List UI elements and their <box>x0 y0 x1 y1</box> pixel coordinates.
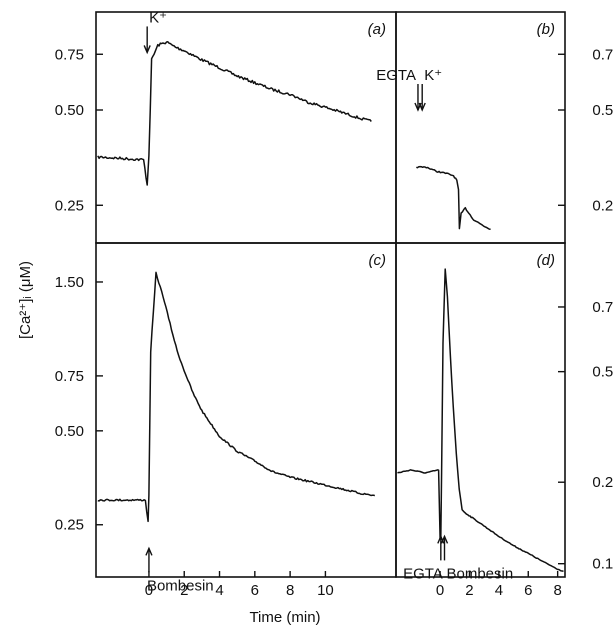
y-tick-label-c-0: 0.25 <box>55 517 84 534</box>
annotation-label-d-1: Bombesin <box>446 565 513 582</box>
y-tick-label-a-1: 0.50 <box>55 102 84 119</box>
y-tick-label-a-2: 0.75 <box>55 46 84 63</box>
panel-label-b: (b) <box>537 21 555 38</box>
panel-label-a: (a) <box>368 21 386 38</box>
x-tick-label-d-0: 0 <box>436 582 444 599</box>
data-traces <box>97 41 564 573</box>
annotation-label-b-1: K⁺ <box>424 67 442 84</box>
y-tick-label-b-1: 0.50 <box>592 102 613 119</box>
annotation-label-d-0: EGTA <box>403 565 443 582</box>
trace-d-0 <box>397 268 564 573</box>
panel-frame-d <box>395 242 566 578</box>
x-tick-label-c-2: 4 <box>215 582 223 599</box>
y-tick-label-c-3: 1.50 <box>55 274 84 291</box>
annotation-b-0: EGTA <box>376 67 422 112</box>
y-axis-title: [Ca²⁺]ᵢ (μM) <box>17 261 34 339</box>
y-tick-label-a-0: 0.25 <box>55 197 84 214</box>
panel-frame-b <box>395 11 566 244</box>
x-tick-label-c-4: 8 <box>286 582 294 599</box>
y-tick-label-d-2: 0.50 <box>592 364 613 381</box>
panel-frame-c <box>95 242 397 578</box>
trace-b-0 <box>416 165 491 230</box>
panel-label-c: (c) <box>369 252 387 269</box>
axis-ticks: 0.25 0.50 0.75 0.25 0.50 0.75 0.25 0.50 0.75 1.50… <box>55 46 613 599</box>
x-tick-label-c-5: 10 <box>317 582 334 599</box>
x-tick-label-c-1: 2 <box>180 582 188 599</box>
trace-c-0 <box>97 271 376 523</box>
trace-a-0 <box>97 41 372 186</box>
x-tick-label-c-3: 6 <box>251 582 259 599</box>
x-tick-label-d-4: 8 <box>553 582 561 599</box>
x-tick-label-d-1: 2 <box>465 582 473 599</box>
x-axis-title: Time (min) <box>249 609 320 626</box>
y-tick-label-d-0: 0.15 <box>592 556 613 573</box>
annotations: (a)K⁺(b)EGTA K⁺(c)Bombesin(d)EGTA Bombesin <box>143 9 555 594</box>
x-tick-label-c-0: 0 <box>145 582 153 599</box>
x-tick-label-d-3: 6 <box>524 582 532 599</box>
y-tick-label-d-1: 0.25 <box>592 474 613 491</box>
y-tick-label-b-0: 0.25 <box>592 197 613 214</box>
annotation-c-0: Bombesin <box>145 546 214 594</box>
annotation-label-c-0: Bombesin <box>147 577 214 594</box>
annotation-b-1: K⁺ <box>418 67 442 112</box>
y-tick-label-c-2: 0.75 <box>55 368 84 385</box>
y-tick-label-b-2: 0.75 <box>592 46 613 63</box>
x-tick-label-d-2: 4 <box>495 582 503 599</box>
annotation-d-0: EGTA <box>403 534 445 582</box>
panel-frame-a <box>95 11 397 244</box>
annotation-label-a-0: K⁺ <box>149 9 167 26</box>
panel-frames <box>95 11 566 578</box>
annotation-label-b-0: EGTA <box>376 67 416 84</box>
annotation-a-0: K⁺ <box>143 9 167 55</box>
annotation-d-1: Bombesin <box>440 534 513 582</box>
panel-label-d: (d) <box>537 252 555 269</box>
y-tick-label-c-1: 0.50 <box>55 423 84 440</box>
y-tick-label-d-3: 0.75 <box>592 299 613 316</box>
